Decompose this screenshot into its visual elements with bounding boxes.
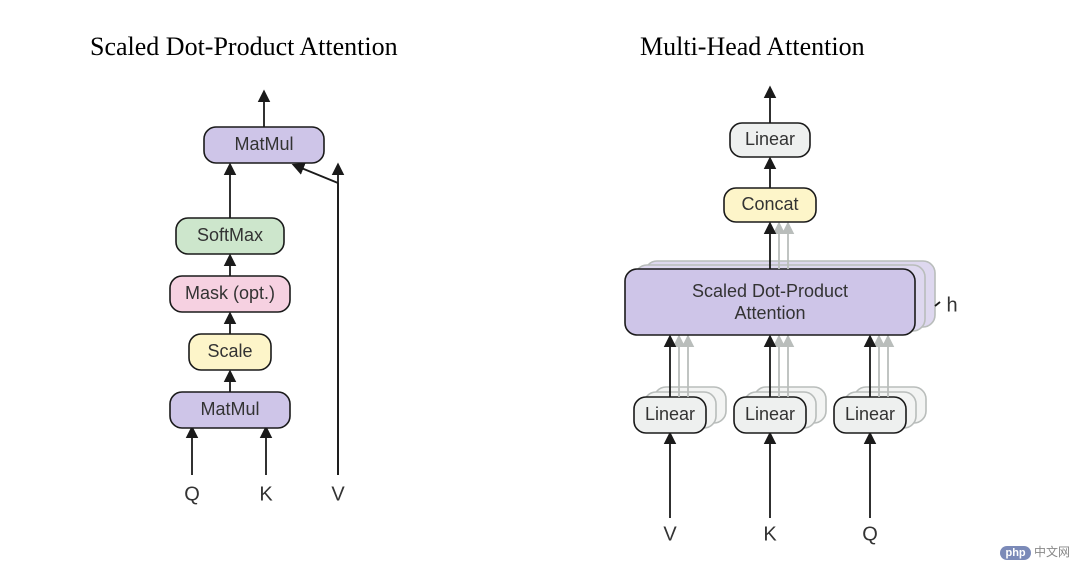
left-node-label-matmul_bottom: MatMul <box>200 399 259 419</box>
diagram-canvas: Scaled Dot-Product Attention Q K V MatMul Sca… <box>0 0 1080 568</box>
right-sdpa-label2: Attention <box>734 303 805 323</box>
left-node-label-scale: Scale <box>207 341 252 361</box>
right-input-K: K <box>763 523 777 545</box>
watermark-badge: php <box>1000 546 1030 560</box>
right-input-V: V <box>663 523 677 545</box>
left-input-K: K <box>259 483 273 505</box>
watermark-text: 中文网 <box>1034 545 1070 559</box>
watermark: php 中文网 <box>1000 543 1070 560</box>
left-node-label-matmul_top: MatMul <box>234 134 293 154</box>
right-title: Multi-Head Attention <box>640 32 865 61</box>
right-linear-bottom-label-1: Linear <box>745 404 795 424</box>
left-input-V: V <box>331 483 345 505</box>
right-h-label: h <box>946 294 957 316</box>
right-linear-bottom-label-0: Linear <box>645 404 695 424</box>
arrow <box>294 165 338 183</box>
right-linear-bottom-label-2: Linear <box>845 404 895 424</box>
left-title: Scaled Dot-Product Attention <box>90 32 398 61</box>
right-sdpa-label1: Scaled Dot-Product <box>692 281 848 301</box>
left-node-label-softmax: SoftMax <box>197 225 263 245</box>
right-input-Q: Q <box>862 523 878 545</box>
left-node-label-mask: Mask (opt.) <box>185 283 275 303</box>
left-input-Q: Q <box>184 483 200 505</box>
right-concat-label: Concat <box>741 194 798 214</box>
right-linear-top-label: Linear <box>745 129 795 149</box>
